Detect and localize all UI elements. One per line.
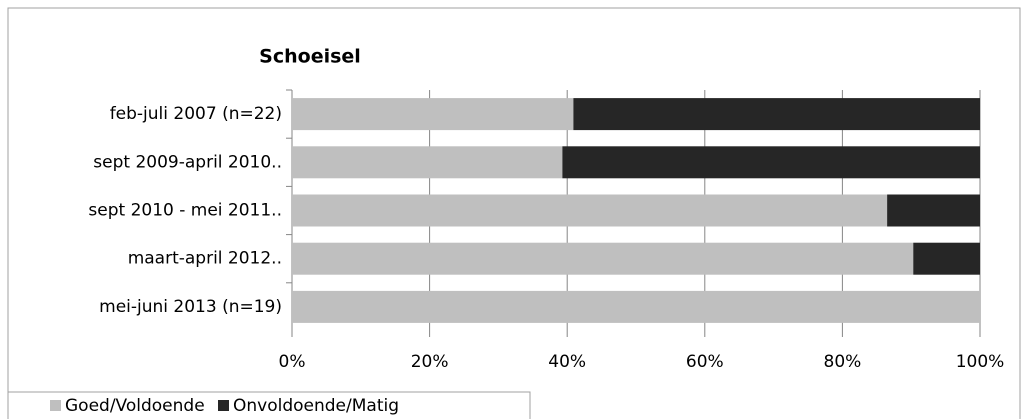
- x-tick-label: 20%: [411, 352, 449, 372]
- bar-segment: [887, 194, 980, 227]
- chart-title: Schoeisel: [259, 46, 361, 68]
- x-tick-label: 100%: [956, 352, 1005, 372]
- x-tick-label: 40%: [548, 352, 586, 372]
- legend-swatch: [50, 400, 61, 411]
- bar-segment: [292, 146, 563, 179]
- legend-box: [7, 391, 531, 419]
- y-tick-label: feb-juli 2007 (n=22): [110, 104, 282, 124]
- legend-label: Onvoldoende/Matig: [233, 396, 399, 416]
- y-tick-label: sept 2010 - mei 2011..: [88, 201, 282, 221]
- bar-segment: [573, 98, 980, 131]
- bar-segment: [292, 242, 914, 275]
- x-tick-label: 0%: [279, 352, 306, 372]
- x-tick-label: 60%: [686, 352, 724, 372]
- bar-segment: [913, 242, 980, 275]
- y-tick-label: maart-april 2012..: [128, 249, 282, 269]
- bar-segment: [562, 146, 980, 179]
- legend-swatch: [218, 400, 229, 411]
- legend-label: Goed/Voldoende: [65, 396, 205, 416]
- bar-segment: [292, 194, 888, 227]
- x-tick-label: 80%: [824, 352, 862, 372]
- bar-segment: [292, 290, 980, 323]
- bar-segment: [292, 98, 574, 131]
- y-tick-label: sept 2009-april 2010..: [93, 152, 282, 172]
- y-tick-label: mei-juni 2013 (n=19): [99, 297, 282, 317]
